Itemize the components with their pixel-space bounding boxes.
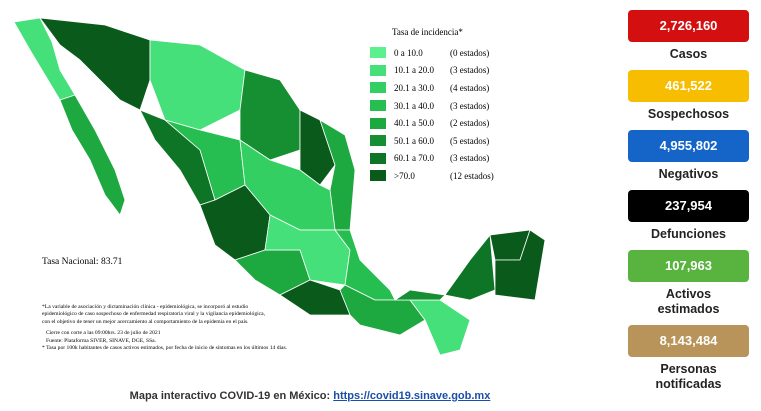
stat-label-line: Casos bbox=[669, 47, 708, 61]
legend-count: (3 estados) bbox=[450, 100, 490, 111]
stat-label: Negativos bbox=[628, 167, 749, 182]
legend-item: >70.0 (12 estados) bbox=[370, 167, 494, 185]
legend-range: 50.1 a 60.0 bbox=[394, 135, 434, 146]
map bbox=[13, 17, 546, 356]
state bbox=[494, 229, 546, 301]
state bbox=[149, 39, 246, 131]
legend-swatch bbox=[370, 135, 386, 147]
legend-count: (3 estados) bbox=[450, 153, 490, 164]
stat-label: Personas notificadas bbox=[628, 362, 749, 392]
footnote-line: epidemiológico de caso sospechoso de enf… bbox=[42, 311, 266, 318]
stats-panel: 2,726,160 Casos 461,522 Sospechosos 4,955,80… bbox=[628, 10, 749, 400]
footer: Mapa interactivo COVID-19 en México: htt… bbox=[0, 390, 620, 402]
stat-label-line: estimados bbox=[657, 302, 720, 316]
legend-range: 0 a 10.0 bbox=[394, 47, 423, 58]
national-rate: Tasa Nacional: 83.71 bbox=[42, 257, 123, 267]
legend-range: 30.1 a 40.0 bbox=[394, 100, 434, 111]
legend: 0 a 10.0 (0 estados) 10.1 a 20.0 (3 estados… bbox=[370, 44, 494, 185]
stat-label: Sospechosos bbox=[628, 107, 749, 122]
legend-item: 60.1 a 70.0 (3 estados) bbox=[370, 150, 494, 168]
footnote-line: con el objetivo de tener un mejor acerca… bbox=[42, 318, 249, 325]
stat-label: Defunciones bbox=[628, 227, 749, 242]
legend-range: >70.0 bbox=[394, 170, 415, 181]
legend-count: (3 estados) bbox=[450, 65, 490, 76]
legend-count: (4 estados) bbox=[450, 82, 490, 93]
footnote-line: * Tasa por 100k habitantes de casos acti… bbox=[42, 345, 288, 352]
stat-label: Casos bbox=[628, 47, 749, 62]
legend-swatch bbox=[370, 47, 386, 59]
state bbox=[239, 69, 301, 161]
stat-label: Activos estimados bbox=[628, 287, 749, 317]
legend-swatch bbox=[370, 64, 386, 76]
legend-range: 40.1 a 50.0 bbox=[394, 118, 434, 129]
legend-item: 20.1 a 30.0 (4 estados) bbox=[370, 79, 494, 97]
state bbox=[444, 234, 496, 301]
legend-range: 10.1 a 20.0 bbox=[394, 65, 434, 76]
stat: 107,963 Activos estimados bbox=[628, 250, 749, 317]
stat-value: 2,726,160 bbox=[628, 10, 749, 42]
legend-count: (0 estados) bbox=[450, 47, 490, 58]
stat: 461,522 Sospechosos bbox=[628, 70, 749, 122]
legend-item: 10.1 a 20.0 (3 estados) bbox=[370, 62, 494, 80]
state bbox=[39, 17, 151, 111]
state bbox=[394, 289, 446, 301]
footnote-line: Cierre con corte a las 09:00hrs. 23 de j… bbox=[46, 330, 161, 337]
legend-item: 0 a 10.0 (0 estados) bbox=[370, 44, 494, 62]
footer-link[interactable]: https://covid19.sinave.gob.mx bbox=[333, 390, 491, 402]
stat-label-line: Negativos bbox=[658, 167, 719, 181]
legend-item: 40.1 a 50.0 (2 estados) bbox=[370, 114, 494, 132]
stat: 237,954 Defunciones bbox=[628, 190, 749, 242]
legend-count: (5 estados) bbox=[450, 135, 490, 146]
stat-label-line: Activos bbox=[665, 287, 712, 301]
footnote-line: *La variable de asociación y dictaminaci… bbox=[42, 304, 249, 310]
legend-range: 60.1 a 70.0 bbox=[394, 153, 434, 164]
legend-swatch bbox=[370, 117, 386, 129]
legend-title: Tasa de incidencia* bbox=[392, 27, 463, 37]
stat-label-line: Defunciones bbox=[650, 227, 726, 241]
legend-swatch bbox=[370, 170, 386, 182]
footnote-line: Fuente: Plataforma SIVER, SINAVE, DGE, S… bbox=[46, 337, 157, 344]
stat: 4,955,802 Negativos bbox=[628, 130, 749, 182]
footer-text: Mapa interactivo COVID-19 en México: bbox=[129, 390, 331, 402]
stat: 8,143,484 Personas notificadas bbox=[628, 325, 749, 392]
stat-label-line: Sospechosos bbox=[647, 107, 730, 121]
stat-value: 237,954 bbox=[628, 190, 749, 222]
legend-count: (12 estados) bbox=[450, 170, 494, 181]
legend-swatch bbox=[370, 152, 386, 164]
stat-label-line: Personas bbox=[660, 362, 717, 376]
legend-count: (2 estados) bbox=[450, 118, 490, 129]
stat: 2,726,160 Casos bbox=[628, 10, 749, 62]
stat-label-line: notificadas bbox=[655, 377, 722, 391]
stat-value: 107,963 bbox=[628, 250, 749, 282]
stat-value: 461,522 bbox=[628, 70, 749, 102]
legend-item: 30.1 a 40.0 (3 estados) bbox=[370, 97, 494, 115]
legend-swatch bbox=[370, 100, 386, 112]
state bbox=[59, 94, 126, 216]
footnotes: *La variable de asociación y dictaminaci… bbox=[42, 304, 342, 352]
stat-value: 8,143,484 bbox=[628, 325, 749, 357]
legend-range: 20.1 a 30.0 bbox=[394, 82, 434, 93]
legend-swatch bbox=[370, 82, 386, 94]
state bbox=[409, 299, 471, 356]
legend-item: 50.1 a 60.0 (5 estados) bbox=[370, 132, 494, 150]
stat-value: 4,955,802 bbox=[628, 130, 749, 162]
